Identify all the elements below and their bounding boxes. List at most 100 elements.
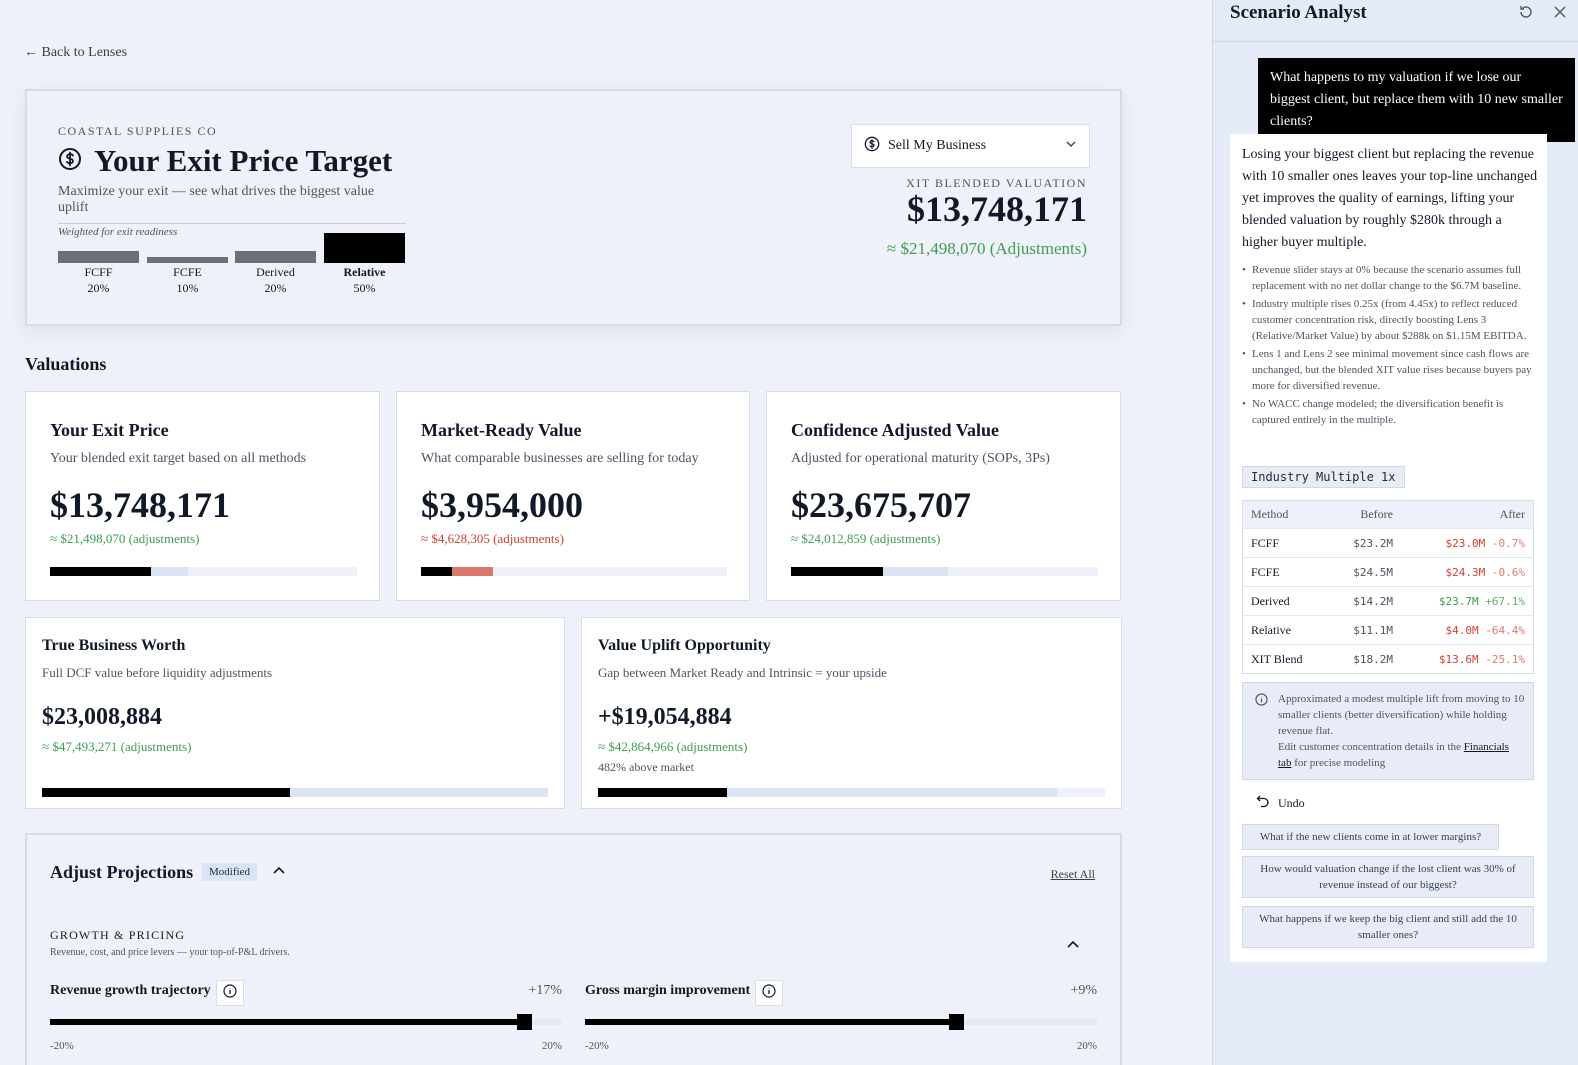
weight-bar-relative: Relative 50% (324, 232, 405, 300)
info-button[interactable] (755, 980, 783, 1006)
weight-percent: 10% (176, 281, 199, 295)
weight-bar-fill (58, 251, 139, 263)
user-message: What happens to my valuation if we lose … (1258, 58, 1575, 142)
progress-secondary (42, 788, 548, 797)
note-edit-prefix: Edit customer concentration details in t… (1278, 741, 1461, 753)
weight-bar-label: Relative 50% (324, 264, 405, 296)
weight-bar-fill (324, 233, 405, 263)
page-title-text: Your Exit Price Target (94, 143, 393, 178)
progress-primary (598, 788, 727, 797)
table-row: FCFF $23.2M $23.0M -0.7% (1243, 528, 1533, 557)
card-title: Value Uplift Opportunity (598, 637, 771, 654)
modified-badge: Modified (202, 863, 257, 881)
weight-bar-fill (147, 257, 228, 263)
column-header: Method (1251, 507, 1289, 521)
card-title: Market-Ready Value (421, 420, 582, 440)
after-cell: $13.6M -25.1% (1393, 653, 1533, 666)
table-row: FCFE $24.5M $24.3M -0.6% (1243, 557, 1533, 586)
back-to-lenses-link[interactable]: ← Back to Lenses (24, 45, 128, 60)
undo-button[interactable]: Undo (1256, 794, 1305, 812)
weight-percent: 20% (87, 281, 110, 295)
slider-thumb[interactable] (949, 1014, 964, 1030)
reply-lead: Losing your biggest client but replacing… (1242, 147, 1538, 250)
industry-multiple-chip: Industry Multiple 1x (1242, 466, 1405, 488)
info-icon (1255, 693, 1268, 711)
weight-percent: 20% (264, 281, 287, 295)
method-cell: Derived (1251, 593, 1290, 608)
valuation-card-value-uplift-opportunity: Value Uplift Opportunity Gap between Mark… (581, 617, 1122, 809)
slider-min: -20% (585, 1040, 609, 1052)
suggestion-chip[interactable]: How would valuation change if the lost c… (1242, 856, 1534, 898)
chevron-up-icon[interactable] (1066, 938, 1080, 957)
reply-bullet: No WACC change modeled; the diversificat… (1242, 396, 1538, 428)
method-cell: FCFF (1251, 535, 1280, 550)
slider-track[interactable] (585, 1019, 1097, 1025)
after-value: $23.0M (1445, 536, 1486, 550)
close-icon[interactable] (1552, 4, 1568, 25)
card-adjustments: ≈ $21,498,070 (adjustments) (50, 531, 200, 546)
undo-icon (1256, 794, 1270, 812)
chevron-up-icon[interactable] (272, 864, 286, 883)
value-progress-bar (598, 788, 1105, 797)
suggestion-chip[interactable]: What happens if we keep the big client a… (1242, 906, 1534, 948)
after-delta: +67.1% (1485, 594, 1525, 608)
suggestion-chip[interactable]: What if the new clients come in at lower… (1242, 824, 1499, 850)
reset-all-button[interactable]: Reset All (1050, 867, 1095, 881)
before-cell: $23.2M (1353, 536, 1393, 550)
after-delta: -0.6% (1491, 565, 1525, 579)
after-cell: $23.7M +67.1% (1393, 595, 1533, 608)
weight-bar-fcff: FCFF 20% (58, 232, 139, 300)
financials-tab-link[interactable]: Financials tab (1278, 741, 1509, 769)
card-adjustments: ≈ $42,864,966 (adjustments) (598, 739, 748, 754)
reply-bullet: Revenue slider stays at 0% because the s… (1242, 262, 1538, 294)
card-title: True Business Worth (42, 637, 186, 654)
slider-label: Revenue growth trajectory (50, 983, 211, 998)
card-note: 482% above market (598, 760, 694, 774)
weight-method-name: Derived (256, 265, 295, 279)
after-delta: -25.1% (1485, 652, 1525, 666)
group-title: GROWTH & PRICING (50, 928, 186, 942)
slider-track[interactable] (50, 1019, 562, 1025)
main-content: ← Back to Lenses COASTAL SUPPLIES CO You… (24, 45, 1122, 1065)
comparison-table: Method Before After FCFF $23.2M $23.0M -0.7% F… (1242, 500, 1534, 674)
weight-method-name: FCFE (173, 265, 202, 279)
valuations-heading: Valuations (25, 354, 107, 374)
info-button[interactable] (216, 980, 244, 1006)
valuation-card-true-business-worth: True Business Worth Full DCF value before… (25, 617, 565, 809)
slider-thumb[interactable] (517, 1014, 532, 1030)
card-value: $13,748,171 (50, 485, 230, 525)
weight-percent: 50% (353, 281, 376, 295)
progress-primary (50, 567, 151, 576)
after-value: $23.7M (1438, 594, 1479, 608)
before-cell: $11.1M (1353, 623, 1393, 637)
value-progress-bar (421, 567, 727, 576)
reply-bullets: Revenue slider stays at 0% because the s… (1242, 262, 1538, 430)
card-description: Full DCF value before liquidity adjustme… (42, 665, 273, 680)
card-value: $23,008,884 (42, 704, 162, 730)
card-title: Your Exit Price (50, 420, 169, 440)
after-delta: -64.4% (1485, 623, 1525, 637)
before-cell: $18.2M (1353, 652, 1393, 666)
after-value: $13.6M (1438, 652, 1479, 666)
lens-dropdown[interactable]: Sell My Business (851, 124, 1090, 168)
progress-primary (791, 567, 883, 576)
after-cell: $4.0M -64.4% (1393, 624, 1533, 637)
xit-value: $13,748,171 (907, 189, 1087, 229)
method-cell: Relative (1251, 622, 1291, 637)
weight-bar-fcfe: FCFE 10% (147, 232, 228, 300)
page-title: Your Exit Price Target (58, 143, 392, 179)
reply-bullet: Lens 1 and Lens 2 see minimal movement s… (1242, 346, 1538, 394)
slider-label: Gross margin improvement (585, 983, 751, 998)
slider-revenue-growth-trajectory: Revenue growth trajectory +17% -20% 20% (50, 980, 562, 1052)
assistant-reply: Losing your biggest client but replacing… (1230, 134, 1547, 962)
undo-label: Undo (1278, 795, 1305, 810)
refresh-icon[interactable] (1518, 4, 1534, 25)
slider-min: -20% (50, 1040, 74, 1052)
after-cell: $23.0M -0.7% (1393, 537, 1533, 550)
card-adjustments: ≈ $24,012,859 (adjustments) (791, 531, 941, 546)
weight-bar-label: FCFE 10% (147, 264, 228, 296)
weight-bar-label: FCFF 20% (58, 264, 139, 296)
weight-method-name: Relative (343, 265, 386, 279)
card-value: $23,675,707 (791, 485, 971, 525)
info-icon (223, 983, 237, 1003)
